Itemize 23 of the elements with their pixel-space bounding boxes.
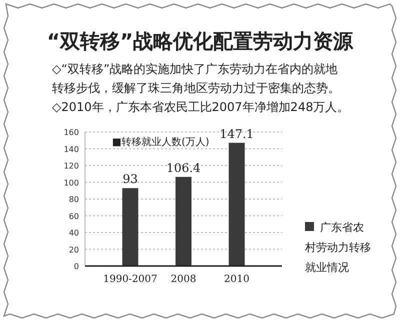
bar (122, 188, 138, 266)
chart-title: “双转移”战略优化配置劳动力资源 (46, 29, 354, 53)
y-tick-label: 160 (64, 128, 79, 137)
bar (176, 176, 192, 266)
data-label: 147.1 (220, 126, 254, 141)
annotation: ■转移就业人数(万人) (112, 136, 210, 148)
text: ◇2010年，广东本省农民工比2007年净增加248万人。 (52, 99, 350, 116)
y-tick-label: 80 (68, 195, 79, 204)
legend-label: 广东省农村劳动力转移就业情况 (305, 220, 372, 276)
y-tick-label: 0 (74, 262, 79, 271)
y-tick-label: 140 (64, 144, 79, 154)
data-label: 93 (122, 172, 138, 186)
x-tick-label: 1990-2007 (103, 274, 158, 285)
bar (228, 142, 245, 266)
y-tick-label: 120 (64, 162, 79, 170)
x-tick-label: 2008 (170, 274, 196, 285)
chart-subtitle: ◇“双转移”战略的实施加快了广东劳动力在省内的就地转移步伐，缓解了珠三角地区劳动力过于密集的态势。 (52, 61, 341, 97)
y-tick-label: 60 (68, 212, 79, 221)
y-tick-label: 40 (68, 228, 79, 238)
y-tick-label: 20 (68, 245, 79, 254)
data-label: 106.4 (166, 160, 202, 175)
x-tick-label: 2010 (224, 274, 250, 285)
y-tick-label: 100 (64, 178, 79, 188)
